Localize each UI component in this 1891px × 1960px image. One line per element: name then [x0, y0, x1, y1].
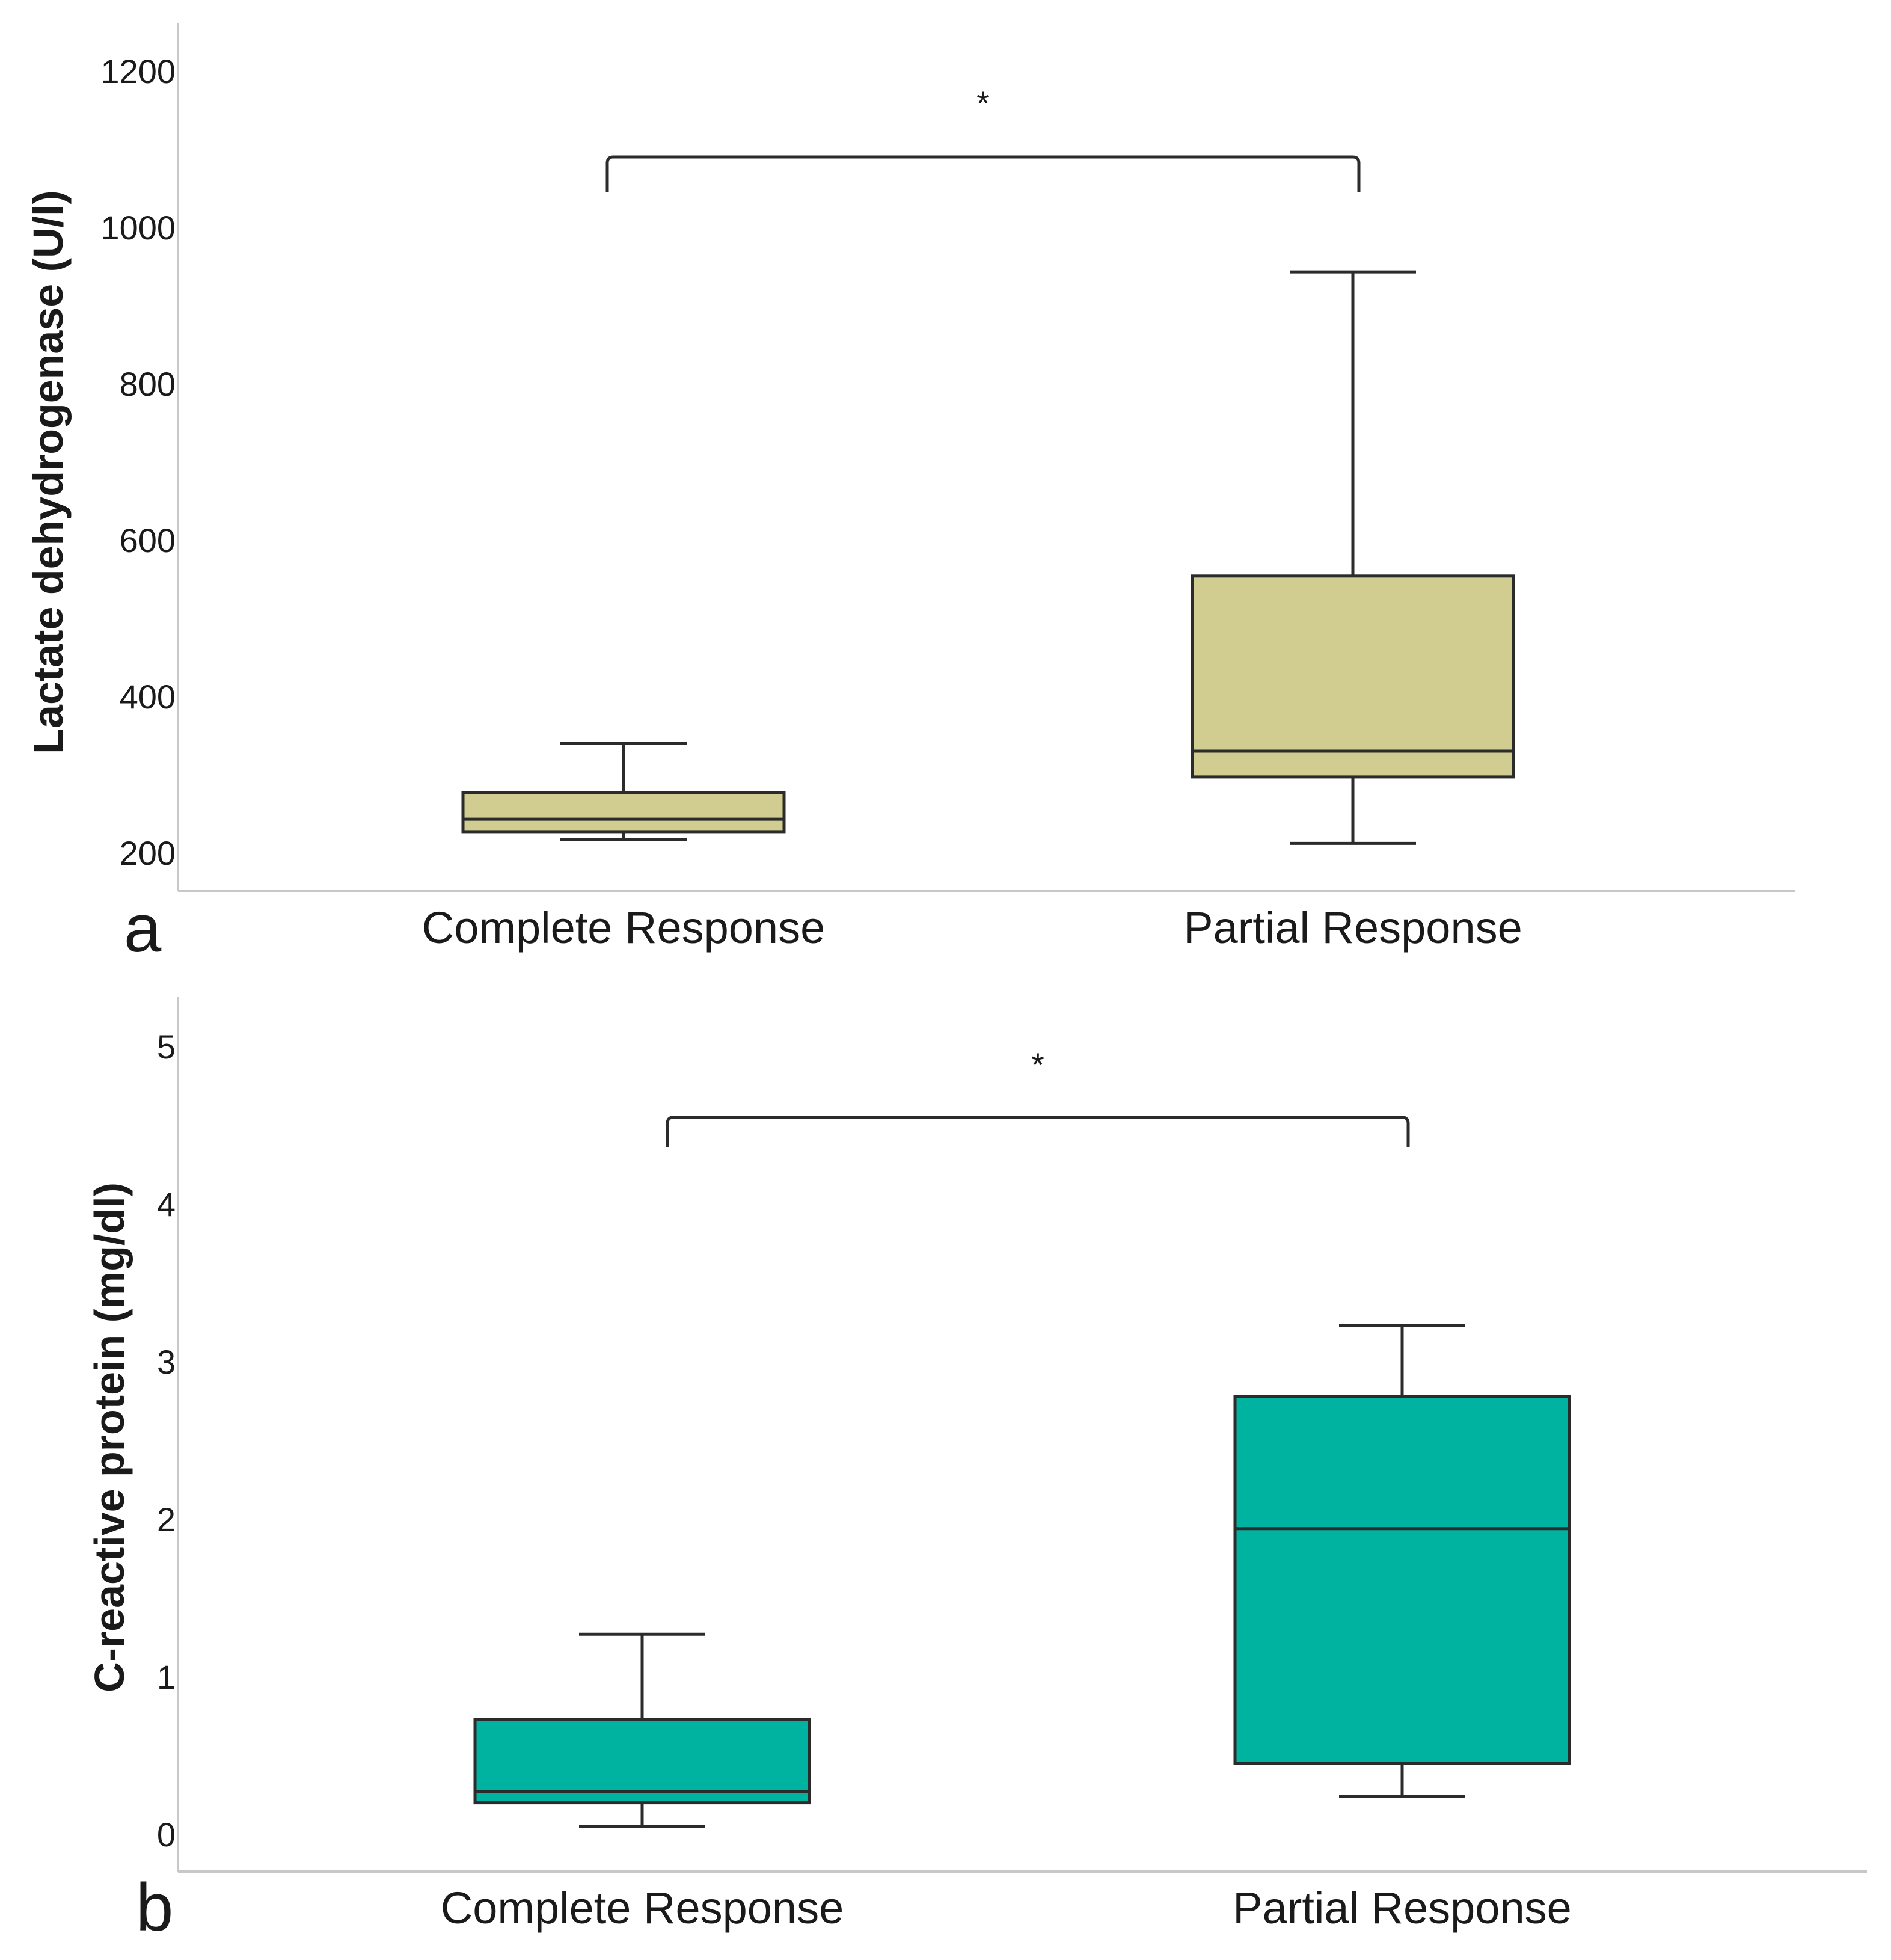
panel-a-y-tick-200: 200: [120, 834, 176, 872]
panel-b-complete-box: [473, 1718, 811, 1805]
panel-b-letter: b: [136, 1870, 173, 1945]
panel-a-y-tick-800: 800: [120, 365, 176, 403]
panel-b-y-tick-1: 1: [157, 1658, 176, 1696]
panel-b-y-tick-4: 4: [157, 1185, 176, 1223]
panel-b-significance-asterisk: *: [1031, 1046, 1044, 1084]
panel-b-boxes: [473, 1324, 1571, 1828]
panel-b-y-axis-title: C-reactive protein (mg/dl): [86, 1182, 133, 1692]
panel-b-y-tick-labels: 0 1 2 3 4 5: [157, 1028, 176, 1854]
panel-b-y-tick-3: 3: [157, 1343, 176, 1381]
panel-b-significance-bracket: *: [666, 1046, 1410, 1147]
panel-b-category-label-partial: Partial Response: [1233, 1883, 1572, 1933]
panel-a-bracket-line: [605, 155, 1361, 192]
panel-a-y-tick-1200: 1200: [100, 52, 176, 90]
panel-a-y-tick-labels: 200 400 600 800 1000 1200: [100, 52, 176, 872]
panel-a-y-tick-600: 600: [120, 521, 176, 559]
panel-a-y-tick-1000: 1000: [100, 209, 176, 247]
panel-a-category-label-partial: Partial Response: [1183, 903, 1522, 953]
panel-b-y-tick-2: 2: [157, 1501, 176, 1538]
panel-a-letter: a: [124, 891, 162, 966]
panel-b-y-tick-5: 5: [157, 1028, 176, 1066]
panel-a-complete-box: [461, 791, 786, 834]
panel-a-significance-bracket: *: [605, 84, 1361, 192]
panel-a-ldh-chart: 200 400 600 800 1000 1200 * Complete Response…: [25, 23, 1795, 966]
panel-a-partial-box: [1191, 574, 1515, 779]
panel-a-boxes: [461, 270, 1515, 845]
panel-a-y-axis-title: Lactate dehydrogenase (U/l): [25, 190, 72, 754]
panel-a-significance-asterisk: *: [976, 84, 990, 122]
panel-a-category-label-complete: Complete Response: [422, 903, 825, 953]
panel-b-crp-chart: 0 1 2 3 4 5 * Complete Response Partial Respo…: [86, 997, 1867, 1945]
panel-b-y-tick-0: 0: [157, 1816, 176, 1854]
panel-a-y-tick-400: 400: [120, 678, 176, 716]
panel-b-partial-box: [1233, 1395, 1571, 1765]
panel-b-category-label-complete: Complete Response: [441, 1883, 844, 1933]
panel-b-bracket-line: [666, 1116, 1410, 1147]
